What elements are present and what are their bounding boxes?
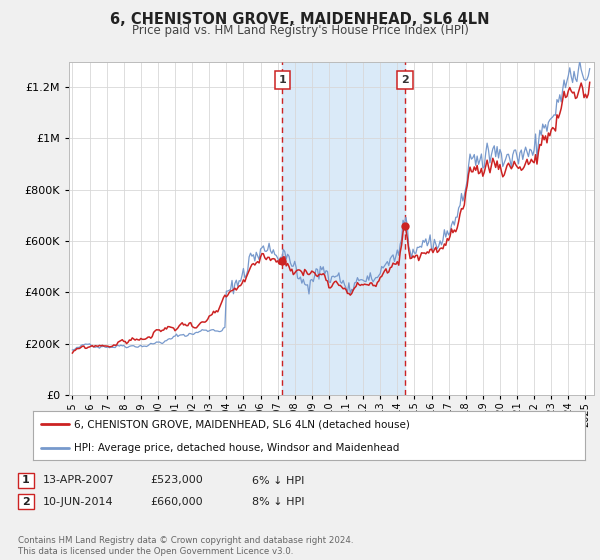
Text: Price paid vs. HM Land Registry's House Price Index (HPI): Price paid vs. HM Land Registry's House … [131, 24, 469, 37]
Text: 13-APR-2007: 13-APR-2007 [43, 475, 115, 486]
Text: 2: 2 [22, 497, 29, 507]
Text: 6, CHENISTON GROVE, MAIDENHEAD, SL6 4LN (detached house): 6, CHENISTON GROVE, MAIDENHEAD, SL6 4LN … [74, 419, 410, 430]
Bar [283, 62, 405, 395]
Text: 6% ↓ HPI: 6% ↓ HPI [252, 475, 304, 486]
Text: 1: 1 [278, 75, 286, 85]
Text: 10-JUN-2014: 10-JUN-2014 [43, 497, 114, 507]
Text: 6, CHENISTON GROVE, MAIDENHEAD, SL6 4LN: 6, CHENISTON GROVE, MAIDENHEAD, SL6 4LN [110, 12, 490, 27]
Text: Contains HM Land Registry data © Crown copyright and database right 2024.
This d: Contains HM Land Registry data © Crown c… [18, 536, 353, 556]
Text: £660,000: £660,000 [150, 497, 203, 507]
Text: £523,000: £523,000 [150, 475, 203, 486]
Text: 2: 2 [401, 75, 409, 85]
Text: 8% ↓ HPI: 8% ↓ HPI [252, 497, 305, 507]
Text: HPI: Average price, detached house, Windsor and Maidenhead: HPI: Average price, detached house, Wind… [74, 443, 400, 453]
Text: 1: 1 [22, 475, 29, 486]
